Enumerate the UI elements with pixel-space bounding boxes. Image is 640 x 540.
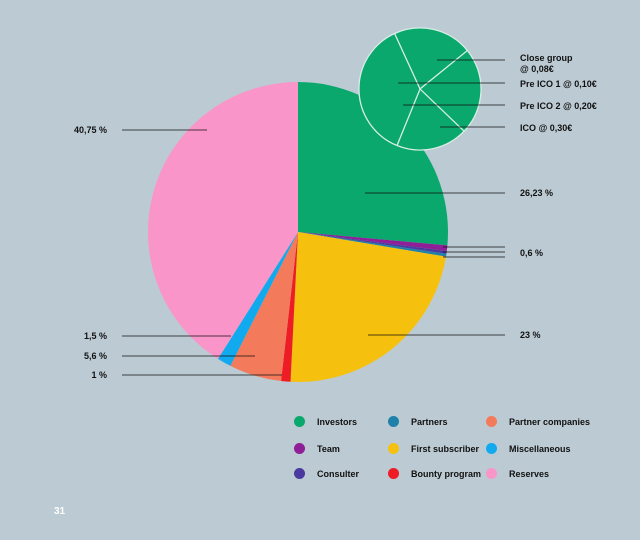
page-number: 31 — [54, 506, 66, 517]
value-label-first-subscriber: 23 % — [520, 330, 541, 340]
inset-label-pre-ico-2: Pre ICO 2 @ 0,20€ — [520, 101, 597, 111]
pie-slice-partners — [298, 232, 447, 257]
legend-item-reserves: Reserves — [486, 468, 549, 479]
legend-item-bounty-program: Bounty program — [388, 468, 481, 479]
value-label-investors: 26,23 % — [520, 188, 553, 198]
legend-swatch-team — [294, 443, 305, 454]
value-label-miscellaneous: 1,5 % — [84, 331, 107, 341]
inset-slice-pre-ico-2 — [396, 88, 465, 151]
legend-item-team: Team — [294, 443, 340, 454]
legend-label-first-subscriber: First subscriber — [411, 443, 480, 454]
legend-item-miscellaneous: Miscellaneous — [486, 443, 571, 454]
value-label-bounty: 1 % — [91, 370, 107, 380]
main-pie-labels: 26,23 % 0,6 % 23 % 1,5 % 5,6 % 1 % 40,75 % — [74, 125, 553, 380]
legend-label-reserves: Reserves — [509, 468, 550, 479]
legend-label-investors: Investors — [317, 416, 358, 427]
legend-item-first-subscriber: First subscriber — [388, 443, 479, 454]
pie-slice-consulter — [298, 232, 447, 254]
main-pie — [147, 81, 448, 382]
value-label-reserves: 40,75 % — [74, 125, 107, 135]
pie-slice-team — [298, 232, 448, 252]
legend-label-miscellaneous: Miscellaneous — [509, 443, 571, 454]
legend-item-investors: Investors — [294, 416, 357, 427]
legend-label-partner-companies: Partner companies — [509, 416, 591, 427]
legend-item-partner-companies: Partner companies — [486, 416, 590, 427]
inset-slice-ico — [358, 32, 421, 147]
pie-slice-miscellaneous — [217, 232, 298, 366]
legend-swatch-bounty-program — [388, 468, 399, 479]
legend-label-bounty-program: Bounty program — [411, 468, 482, 479]
pie-slice-first-subscriber — [290, 232, 446, 382]
pie-slice-partner-companies — [230, 232, 298, 382]
inset-label-close-group-line-1: Close group — [520, 53, 573, 63]
inset-label-pre-ico-1: Pre ICO 1 @ 0,10€ — [520, 79, 597, 89]
inset-slice-close-group — [393, 27, 468, 90]
legend-label-partners: Partners — [411, 416, 448, 427]
inset-label-close-group-line-2: @ 0,08€ — [520, 64, 554, 74]
pie-slice-investors — [298, 82, 448, 246]
legend-swatch-miscellaneous — [486, 443, 497, 454]
legend-swatch-consulter — [294, 468, 305, 479]
legend-swatch-investors — [294, 416, 305, 427]
inset-pie — [358, 27, 482, 151]
inset-pie-labels: Close group@ 0,08€ Pre ICO 1 @ 0,10€ Pre I… — [398, 53, 597, 133]
legend-swatch-first-subscriber — [388, 443, 399, 454]
legend-item-consulter: Consulter — [294, 468, 359, 479]
legend-swatch-partner-companies — [486, 416, 497, 427]
legend-item-partners: Partners — [388, 416, 448, 427]
pie-slice-reserves — [147, 81, 298, 359]
pie-slice-bounty — [281, 232, 298, 382]
value-label-partner-companies: 5,6 % — [84, 351, 107, 361]
inset-label-ico: ICO @ 0,30€ — [520, 123, 572, 133]
value-label-team: 0,6 % — [520, 248, 543, 258]
inset-slice-pre-ico-1 — [419, 49, 482, 132]
legend-label-consulter: Consulter — [317, 468, 360, 479]
legend-label-team: Team — [317, 443, 340, 454]
legend-swatch-partners — [388, 416, 399, 427]
legend-swatch-reserves — [486, 468, 497, 479]
